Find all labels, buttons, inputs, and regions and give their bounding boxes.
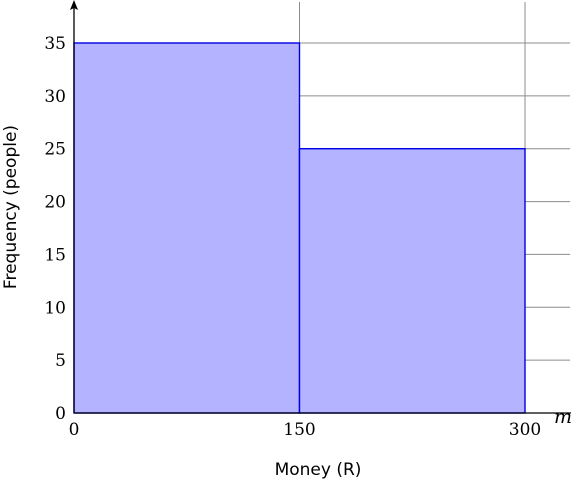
x-tick-label-0: 0 — [69, 420, 80, 440]
y-axis-arrow-icon — [70, 0, 78, 10]
x-tick-label-300: 300 — [509, 420, 541, 440]
bars — [73, 42, 526, 414]
x-axis-variable: m — [554, 406, 571, 428]
y-tick-label-20: 20 — [44, 193, 66, 213]
axes — [70, 0, 571, 414]
y-tick-label-30: 30 — [44, 87, 66, 107]
y-tick-label-5: 5 — [55, 351, 66, 371]
x-axis-title: Money (R) — [275, 460, 362, 480]
y-tick-label-25: 25 — [44, 140, 66, 160]
y-tick-label-35: 35 — [44, 34, 66, 54]
y-tick-label-15: 15 — [44, 245, 66, 265]
x-tick-label-150: 150 — [283, 420, 315, 440]
tick-labels: 0 150 300 0 5 10 15 20 25 30 35 — [44, 34, 541, 440]
y-tick-label-0: 0 — [55, 404, 66, 424]
y-tick-label-10: 10 — [44, 298, 66, 318]
histogram-bar-2 — [298, 148, 526, 414]
y-axis-title: Frequency (people) — [1, 125, 21, 289]
histogram-bar-1 — [73, 42, 301, 414]
